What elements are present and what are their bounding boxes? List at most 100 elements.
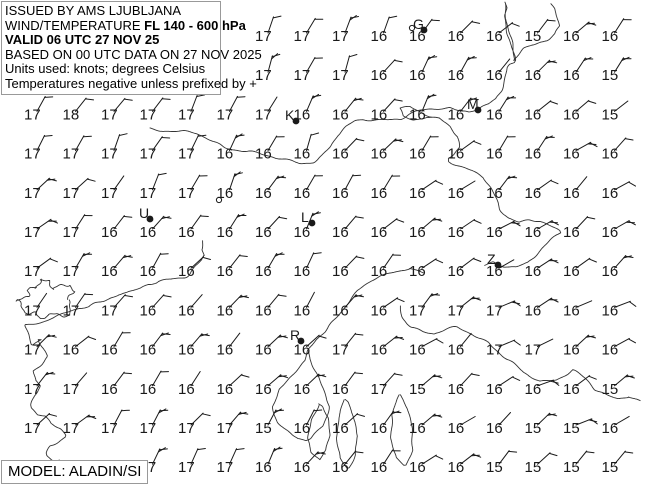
svg-text:16: 16 xyxy=(448,146,465,163)
svg-text:16: 16 xyxy=(409,67,426,84)
svg-text:17: 17 xyxy=(24,185,41,202)
svg-text:16: 16 xyxy=(140,263,157,280)
svg-text:16: 16 xyxy=(525,185,542,202)
svg-text:17: 17 xyxy=(255,106,272,123)
svg-text:17: 17 xyxy=(255,28,272,45)
svg-text:16: 16 xyxy=(563,224,580,241)
svg-text:M: M xyxy=(467,96,479,112)
svg-text:16: 16 xyxy=(332,459,349,476)
svg-text:17: 17 xyxy=(217,106,234,123)
svg-text:17: 17 xyxy=(178,185,195,202)
svg-text:16: 16 xyxy=(486,106,503,123)
svg-text:16: 16 xyxy=(525,302,542,319)
svg-text:16: 16 xyxy=(602,302,619,319)
svg-text:16: 16 xyxy=(332,146,349,163)
svg-text:16: 16 xyxy=(409,420,426,437)
svg-text:16: 16 xyxy=(101,263,118,280)
svg-text:15: 15 xyxy=(602,106,619,123)
svg-text:17: 17 xyxy=(24,263,41,280)
svg-text:16: 16 xyxy=(332,185,349,202)
svg-text:16: 16 xyxy=(332,106,349,123)
svg-text:16: 16 xyxy=(448,263,465,280)
svg-text:15: 15 xyxy=(486,459,503,476)
svg-text:16: 16 xyxy=(409,459,426,476)
svg-text:17: 17 xyxy=(140,106,157,123)
svg-text:16: 16 xyxy=(178,302,195,319)
svg-text:16: 16 xyxy=(294,185,311,202)
svg-text:16: 16 xyxy=(217,342,234,359)
svg-text:15: 15 xyxy=(409,381,426,398)
svg-text:18: 18 xyxy=(63,106,80,123)
svg-text:17: 17 xyxy=(63,146,80,163)
svg-text:17: 17 xyxy=(525,342,542,359)
svg-text:15: 15 xyxy=(255,420,272,437)
svg-text:17: 17 xyxy=(332,342,349,359)
svg-text:17: 17 xyxy=(63,381,80,398)
svg-text:16: 16 xyxy=(294,459,311,476)
svg-text:17: 17 xyxy=(294,28,311,45)
svg-text:16: 16 xyxy=(217,146,234,163)
svg-text:U: U xyxy=(139,205,149,221)
svg-text:17: 17 xyxy=(24,342,41,359)
svg-text:17: 17 xyxy=(448,302,465,319)
svg-text:16: 16 xyxy=(563,302,580,319)
svg-text:17: 17 xyxy=(101,185,118,202)
svg-text:16: 16 xyxy=(563,67,580,84)
svg-text:17: 17 xyxy=(24,420,41,437)
svg-text:15: 15 xyxy=(525,28,542,45)
svg-text:16: 16 xyxy=(525,146,542,163)
svg-text:16: 16 xyxy=(409,224,426,241)
svg-text:K: K xyxy=(285,107,295,123)
svg-text:16: 16 xyxy=(602,224,619,241)
svg-text:16: 16 xyxy=(563,342,580,359)
svg-text:16: 16 xyxy=(217,381,234,398)
svg-text:15: 15 xyxy=(602,67,619,84)
svg-text:R: R xyxy=(290,327,300,343)
svg-text:17: 17 xyxy=(24,146,41,163)
svg-text:16: 16 xyxy=(371,342,388,359)
svg-text:16: 16 xyxy=(409,263,426,280)
svg-text:16: 16 xyxy=(332,420,349,437)
svg-text:16: 16 xyxy=(486,67,503,84)
svg-text:17: 17 xyxy=(178,106,195,123)
svg-text:17: 17 xyxy=(332,28,349,45)
svg-text:16: 16 xyxy=(563,146,580,163)
svg-text:16: 16 xyxy=(294,263,311,280)
svg-text:16: 16 xyxy=(140,302,157,319)
svg-text:16: 16 xyxy=(486,185,503,202)
svg-text:17: 17 xyxy=(178,146,195,163)
svg-text:15: 15 xyxy=(602,381,619,398)
svg-text:16: 16 xyxy=(332,263,349,280)
svg-text:16: 16 xyxy=(371,106,388,123)
svg-text:17: 17 xyxy=(371,381,388,398)
svg-text:17: 17 xyxy=(140,146,157,163)
svg-text:16: 16 xyxy=(448,342,465,359)
svg-text:16: 16 xyxy=(486,146,503,163)
svg-text:17: 17 xyxy=(24,381,41,398)
svg-text:16: 16 xyxy=(178,381,195,398)
svg-text:17: 17 xyxy=(101,420,118,437)
svg-text:16: 16 xyxy=(525,67,542,84)
svg-text:16: 16 xyxy=(486,381,503,398)
svg-text:17: 17 xyxy=(178,420,195,437)
svg-text:16: 16 xyxy=(294,224,311,241)
svg-text:16: 16 xyxy=(409,342,426,359)
svg-text:17: 17 xyxy=(63,185,80,202)
svg-text:16: 16 xyxy=(602,146,619,163)
svg-text:16: 16 xyxy=(409,185,426,202)
svg-text:16: 16 xyxy=(602,342,619,359)
svg-text:16: 16 xyxy=(255,302,272,319)
svg-text:16: 16 xyxy=(448,185,465,202)
svg-text:17: 17 xyxy=(63,420,80,437)
svg-text:16: 16 xyxy=(255,459,272,476)
svg-text:16: 16 xyxy=(217,224,234,241)
svg-text:17: 17 xyxy=(24,106,41,123)
svg-text:17: 17 xyxy=(101,106,118,123)
svg-text:16: 16 xyxy=(448,224,465,241)
svg-text:16: 16 xyxy=(140,381,157,398)
svg-text:16: 16 xyxy=(525,106,542,123)
svg-text:16: 16 xyxy=(294,342,311,359)
svg-text:16: 16 xyxy=(255,185,272,202)
svg-text:17: 17 xyxy=(332,67,349,84)
svg-text:16: 16 xyxy=(525,224,542,241)
